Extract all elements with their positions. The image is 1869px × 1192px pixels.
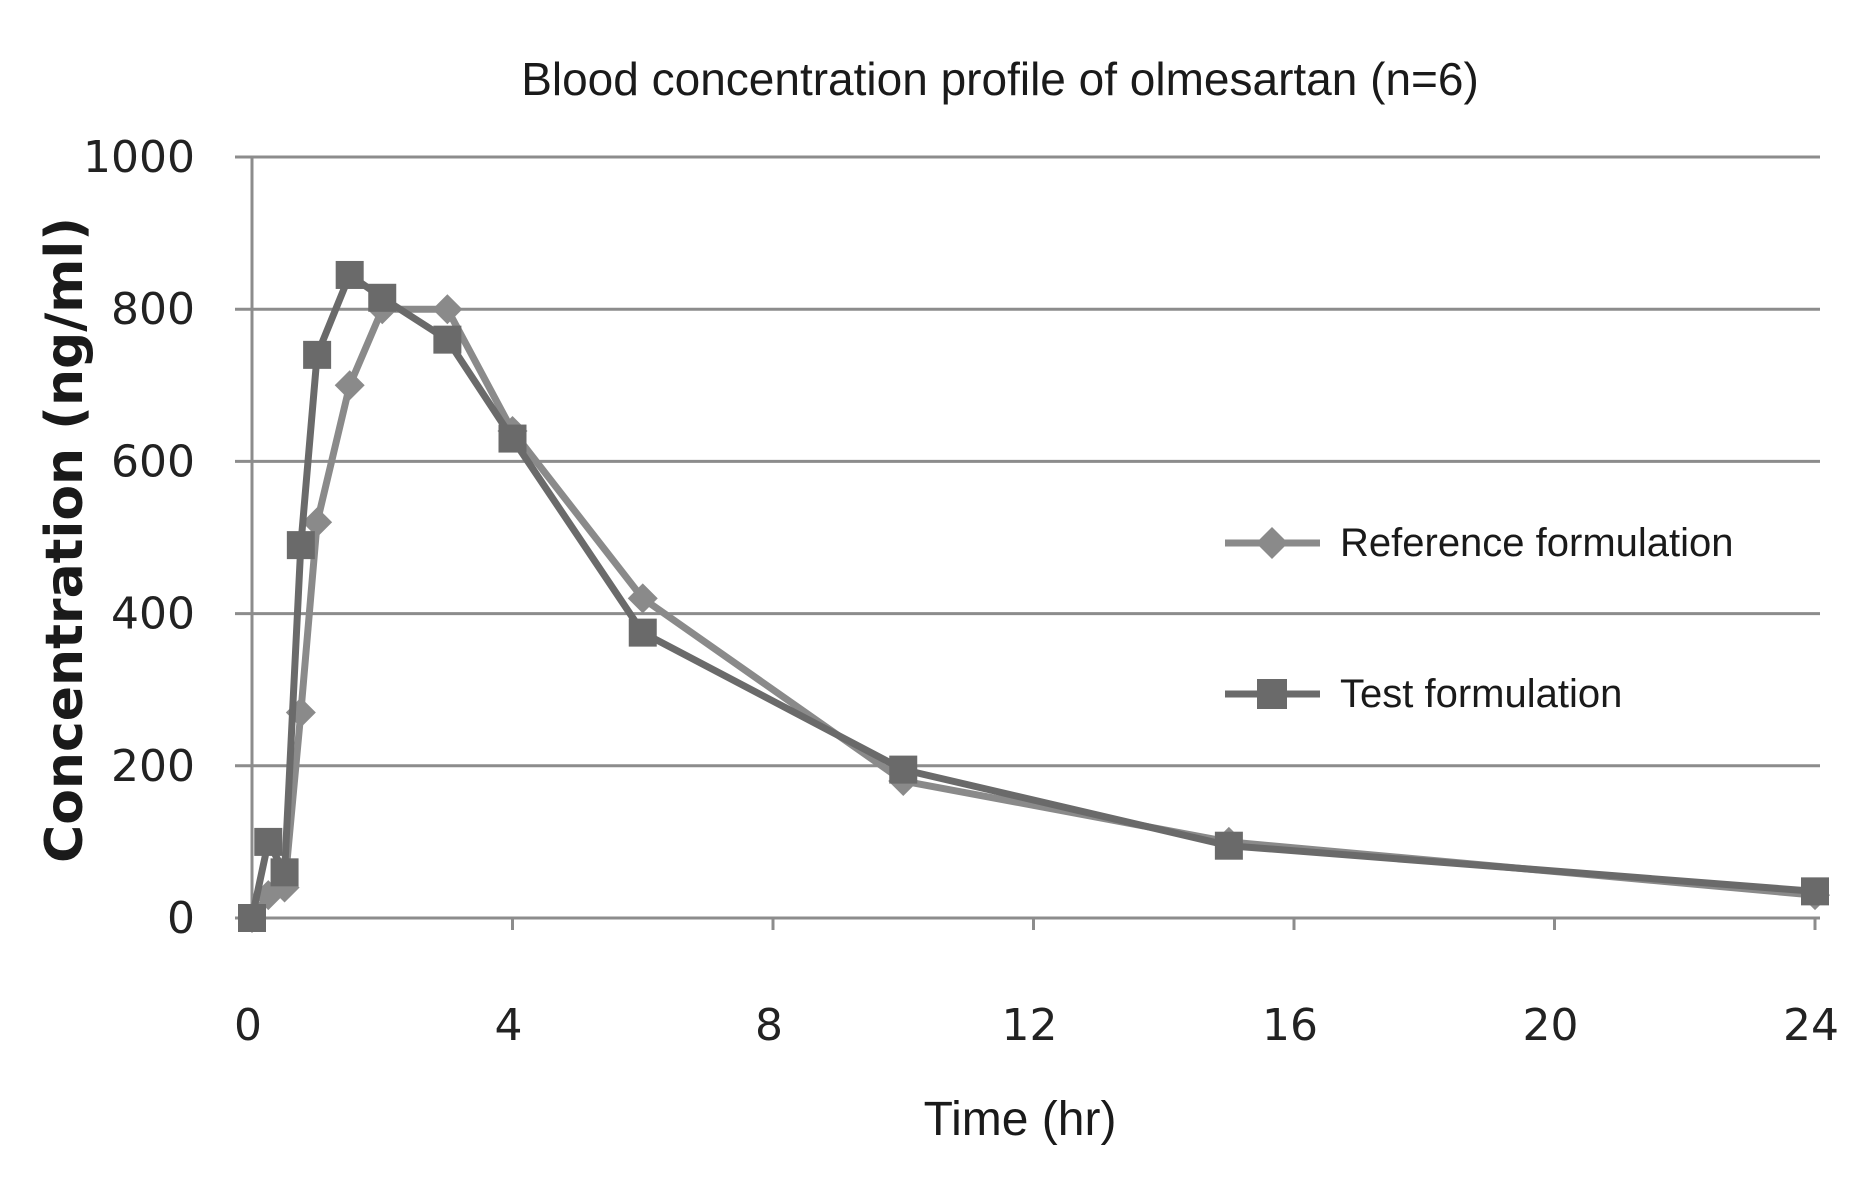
x-axis-title: Time (hr) xyxy=(924,1093,1117,1146)
x-tick-label-16: 16 xyxy=(1262,1000,1318,1051)
legend-marker-test xyxy=(1257,679,1287,709)
x-tick-label-8: 8 xyxy=(755,1000,783,1051)
y-tick-labels: 0 200 400 600 800 1000 xyxy=(83,132,195,944)
y-axis-title: Concentration (ng/ml) xyxy=(35,217,95,863)
data-point-test-12 xyxy=(1801,877,1829,906)
y-tick-label-1000: 1000 xyxy=(83,132,195,183)
data-point-test-9 xyxy=(628,618,657,647)
legend-label-test: Test formulation xyxy=(1340,672,1622,716)
data-point-reference-4 xyxy=(302,507,333,538)
legend-item-reference: Reference formulation xyxy=(1225,521,1734,565)
series-layer xyxy=(237,260,1830,933)
data-point-test-7 xyxy=(433,325,462,354)
chart-title: Blood concentration profile of olmesarta… xyxy=(521,53,1479,105)
data-point-reference-5 xyxy=(334,370,365,401)
x-tick-label-24: 24 xyxy=(1783,1000,1839,1051)
legend-label-reference: Reference formulation xyxy=(1340,521,1734,565)
data-point-reference-7 xyxy=(432,294,463,325)
x-tick-label-20: 20 xyxy=(1523,1000,1579,1051)
data-point-test-11 xyxy=(1214,831,1243,860)
legend: Reference formulation Test formulation xyxy=(1225,521,1734,716)
data-point-test-6 xyxy=(368,283,397,312)
y-tick-label-0: 0 xyxy=(167,893,195,944)
x-tick-label-4: 4 xyxy=(495,1000,523,1051)
data-point-test-10 xyxy=(889,755,918,784)
y-tick-label-200: 200 xyxy=(111,741,195,792)
y-tick-label-600: 600 xyxy=(111,436,195,487)
data-point-reference-9 xyxy=(627,583,658,614)
data-point-test-4 xyxy=(303,340,332,369)
data-point-test-0 xyxy=(238,904,266,932)
legend-marker-reference xyxy=(1256,527,1288,559)
y-tick-label-400: 400 xyxy=(111,589,195,640)
data-point-test-3 xyxy=(286,531,315,560)
data-point-test-1 xyxy=(254,827,283,856)
legend-item-test: Test formulation xyxy=(1225,672,1622,716)
y-tick-label-800: 800 xyxy=(111,284,195,335)
series-line-test xyxy=(248,271,1816,919)
x-tick-label-12: 12 xyxy=(1002,1000,1058,1051)
data-point-test-8 xyxy=(498,424,527,453)
data-point-test-5 xyxy=(335,260,364,289)
x-tick-label-0: 0 xyxy=(234,1000,262,1051)
data-point-test-2 xyxy=(270,858,299,887)
x-tick-labels: 0 4 8 12 16 20 24 xyxy=(234,1000,1839,1051)
grid xyxy=(235,155,1820,930)
